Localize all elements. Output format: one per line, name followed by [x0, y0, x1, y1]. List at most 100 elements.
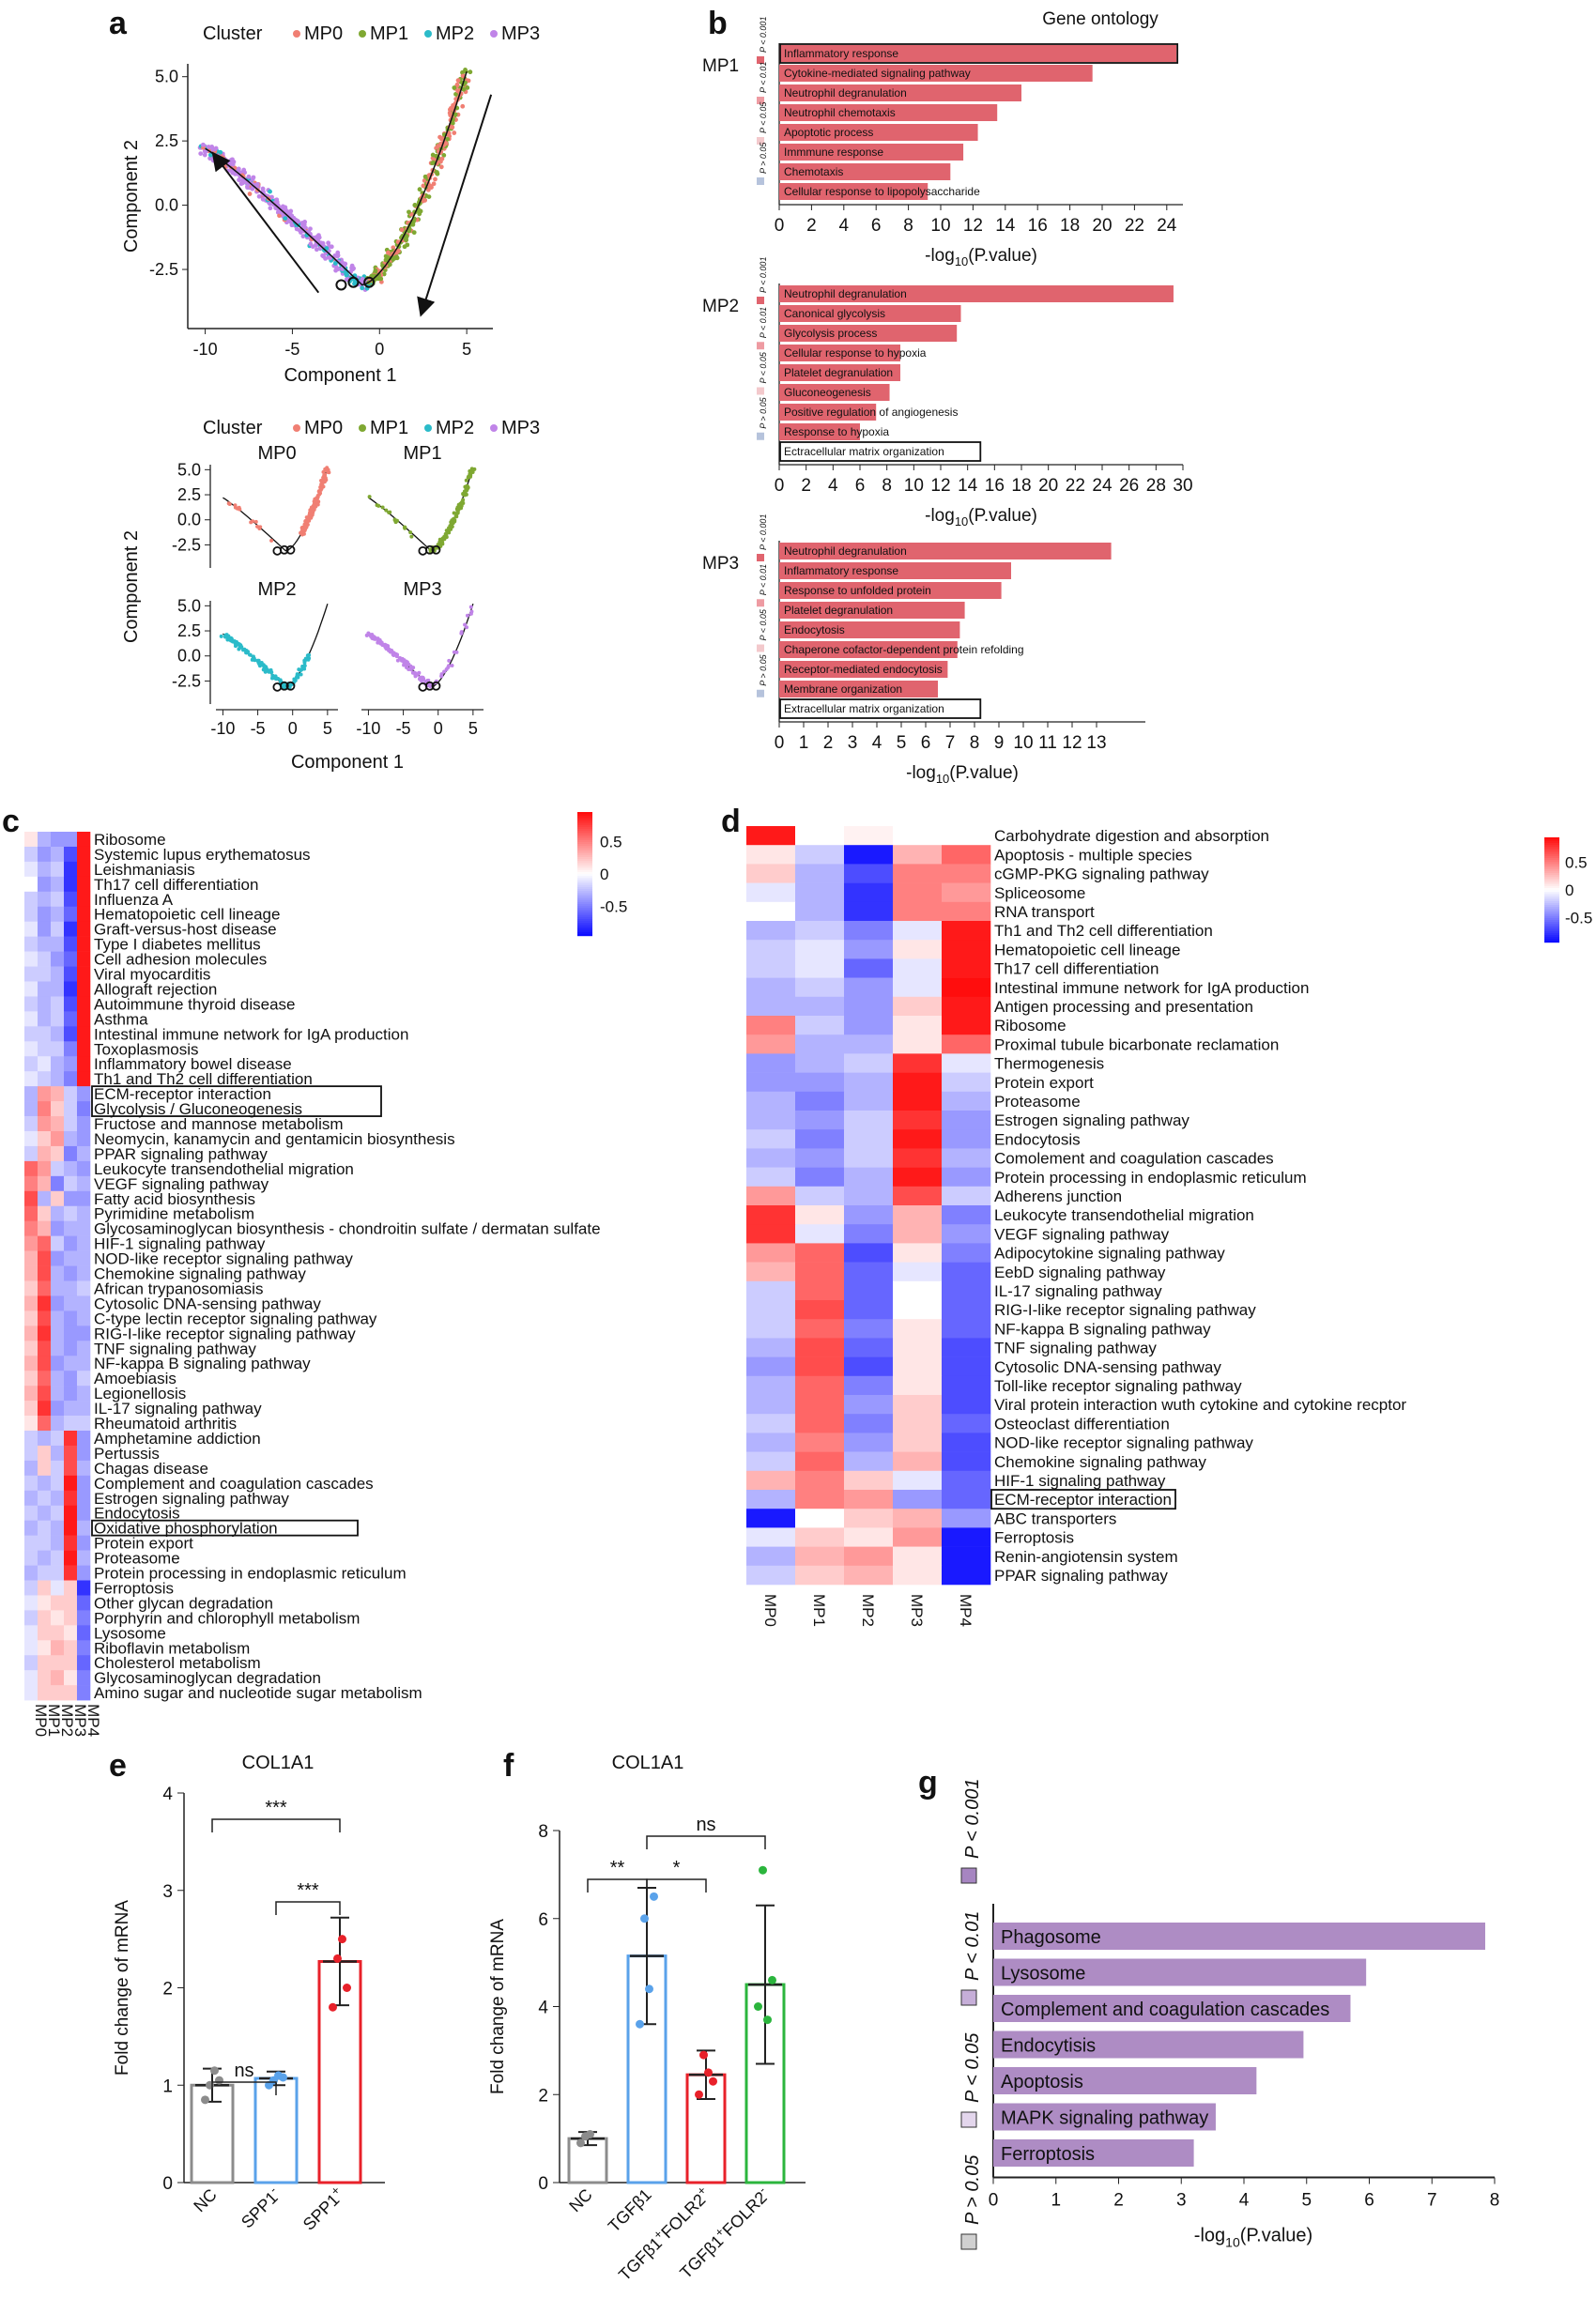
heatmap-cell [746, 1565, 796, 1586]
facet-point [469, 609, 474, 614]
scatter-point [360, 279, 365, 284]
facet-point [387, 510, 391, 514]
heatmap-cell [51, 1595, 65, 1611]
facet-mp1: MP1 [367, 443, 477, 556]
bar-label: Apoptosis [1001, 2072, 1083, 2092]
heatmap-cell [893, 826, 943, 846]
colorbar-step [1544, 909, 1559, 912]
colorbar-step [1544, 843, 1559, 846]
heatmap-cell [64, 1610, 78, 1626]
scatter-point [433, 176, 437, 182]
heatmap-cell [51, 1086, 65, 1102]
x-tick-label: 4 [872, 733, 882, 753]
row-label: Pertussis [94, 1445, 160, 1463]
facet-point [228, 637, 233, 642]
heatmap-cell [844, 1016, 894, 1035]
heatmap-cell [942, 845, 991, 865]
scatter-point [391, 245, 396, 251]
heatmap-cell [77, 1160, 91, 1177]
heatmap-cell [64, 1625, 78, 1641]
heatmap-cell [795, 864, 845, 883]
facet-point [387, 647, 391, 651]
legend-label-mp1: MP1 [370, 418, 408, 438]
scatter-point [299, 222, 305, 227]
x-tick-label: NC [190, 2185, 221, 2216]
heatmap-cell [77, 951, 91, 967]
heatmap-cell [893, 1356, 943, 1377]
row-label: Intestinal immune network for IgA produc… [994, 979, 1309, 997]
facet-point [409, 666, 414, 670]
heatmap-cell [38, 1265, 52, 1281]
heatmap-cell [893, 1565, 943, 1586]
heatmap-cell [795, 1016, 845, 1035]
heatmap-cell [844, 1243, 894, 1263]
heatmap-cell [844, 1111, 894, 1130]
colorbar-step [1544, 939, 1559, 942]
scatter-point [461, 86, 467, 92]
heatmap-cell [51, 1190, 65, 1207]
heatmap-cell [64, 1475, 78, 1492]
data-point [338, 1935, 346, 1944]
scatter-point [298, 227, 303, 233]
heatmap-cell [51, 1220, 65, 1236]
scatter-point [373, 268, 378, 273]
heatmap-cell [64, 1280, 78, 1296]
row-label: Rheumatoid arthritis [94, 1415, 237, 1433]
bar [744, 1983, 786, 2184]
heatmap-cell [38, 1116, 52, 1132]
x-tick-label: 3 [1176, 2191, 1187, 2211]
legend-title: Cluster [203, 418, 263, 438]
row-label: Inflammatory bowel disease [94, 1055, 292, 1073]
heatmap-cell [746, 1224, 796, 1244]
branch-node [363, 276, 376, 288]
heatmap-cell [51, 1026, 65, 1042]
heatmap-cell [746, 1375, 796, 1396]
x-tick-label: 4 [1239, 2191, 1250, 2211]
data-point [586, 2129, 594, 2138]
facet-branch-node [431, 681, 441, 691]
bar [779, 124, 978, 141]
heatmap-cell [64, 906, 78, 922]
heatmap-cell [51, 1610, 65, 1626]
legend-marker-mp2 [424, 424, 432, 432]
heatmap-cell [893, 1470, 943, 1491]
heatmap-cell [51, 1011, 65, 1027]
bar [779, 144, 964, 161]
colorbar-step [577, 917, 592, 920]
y-axis-label: Fold change of mRNA [113, 1900, 132, 2076]
panel-e: e COL1A1 0 1 2 3 4 Fold change of mRNA NC SPP1- S… [109, 1748, 385, 2234]
heatmap-cell [746, 1451, 796, 1472]
scatter-point [300, 234, 306, 239]
bar-label: Chaperone cofactor-dependent protein ref… [784, 643, 1024, 656]
heatmap-cell [51, 966, 65, 982]
heatmap-cell [746, 940, 796, 959]
heatmap-cell [795, 940, 845, 959]
heatmap-cell [893, 1338, 943, 1357]
heatmap-cell [942, 901, 991, 922]
x-tick-label: 5 [462, 340, 471, 359]
bar [779, 681, 938, 697]
heatmap-cell [893, 921, 943, 941]
colorbar-tick-label: 0.5 [600, 833, 622, 851]
facet-point [465, 625, 469, 630]
heatmap-cell [746, 1091, 796, 1111]
heatmap-cell [24, 1071, 38, 1087]
colorbar-step [1544, 849, 1559, 851]
heatmap-cell [795, 1527, 845, 1547]
x-tick-label: 0 [989, 2191, 999, 2211]
heatmap-cell [795, 1072, 845, 1093]
row-label: Apoptosis - multiple species [994, 846, 1192, 864]
heatmap-cell [64, 861, 78, 878]
heatmap-cell [64, 1235, 78, 1251]
heatmap-cell [942, 1300, 991, 1320]
facet-point [452, 511, 456, 515]
bar-label: Receptor-mediated endocytosis [784, 663, 943, 676]
heatmap-cell [64, 1670, 78, 1686]
row-label: Porphyrin and chlorophyll metabolism [94, 1609, 360, 1627]
heatmap-cell [77, 1520, 91, 1536]
heatmap-cell [38, 1460, 52, 1477]
x-tick-label: 6 [921, 733, 931, 753]
facet-point [293, 678, 298, 682]
x-tick-label: TGFβ1 [605, 2185, 655, 2236]
legend-swatch [757, 387, 764, 395]
